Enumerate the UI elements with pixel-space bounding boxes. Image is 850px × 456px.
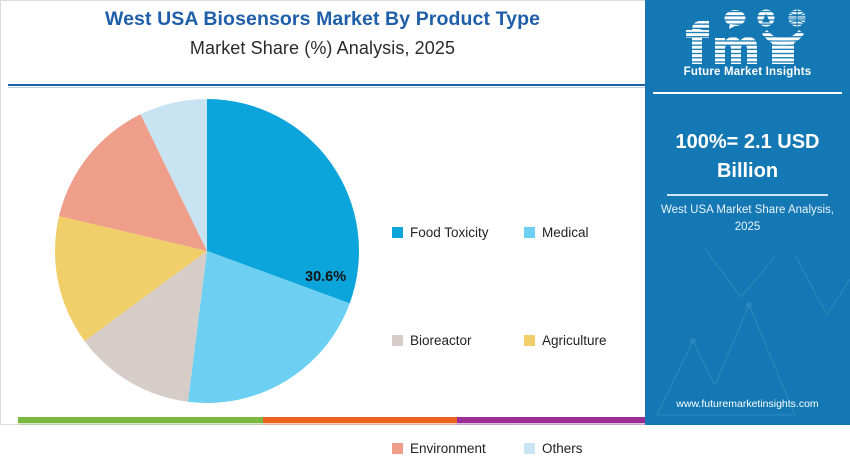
pie-slice-group [55, 99, 359, 403]
pie-slice-others[interactable] [140, 99, 207, 251]
chart-header: West USA Biosensors Market By Product Ty… [0, 0, 645, 86]
legend-label: Medical [542, 225, 589, 240]
legend-item-food-toxicity[interactable]: Food Toxicity [392, 226, 489, 240]
legend-label: Food Toxicity [410, 225, 489, 240]
fmi-logo-tagline: Future Market Insights [683, 66, 812, 78]
accent-segment-shadow-0 [18, 423, 263, 425]
pie-data-label-food-toxicity: 30.6% [305, 269, 347, 285]
legend-swatch-icon [392, 227, 403, 239]
market-value-caption: West USA Market Share Analysis, 2025 [661, 204, 834, 233]
page-subtitle: Market Share (%) Analysis, 2025 [189, 38, 456, 58]
fmi-logo-mark [686, 9, 806, 64]
pie-slice-bioreactor[interactable] [84, 251, 207, 402]
pie-chart-svg [55, 99, 359, 403]
panel-divider [653, 92, 842, 94]
legend-label: Agriculture [542, 333, 607, 348]
pie-chart: 30.6% [55, 99, 359, 403]
watermark-decoration [656, 248, 850, 416]
accent-segment-2 [456, 417, 645, 423]
legend-swatch-icon [524, 335, 535, 347]
legend-swatch-icon [392, 443, 403, 455]
legend-label: Environment [410, 441, 486, 456]
legend-item-environment[interactable]: Environment [392, 442, 486, 456]
legend-swatch-icon [524, 227, 535, 239]
accent-segment-1 [262, 417, 457, 423]
chart-legend: Food Toxicity Medical Bioreactor Agricul… [388, 88, 638, 455]
legend-item-medical[interactable]: Medical [524, 226, 589, 240]
accent-segment-0 [18, 417, 263, 423]
pie-slice-agriculture[interactable] [55, 215, 208, 342]
legend-swatch-icon [392, 335, 403, 347]
legend-label: Others [542, 441, 583, 456]
accent-segment-shadow-1 [262, 423, 457, 425]
brand-panel: Future Market Insights 100%= 2.1 USD Bil… [645, 0, 850, 425]
brand-website-url: www.futuremarketinsights.com [676, 398, 819, 410]
legend-item-agriculture[interactable]: Agriculture [524, 334, 607, 348]
pie-slice-food-toxicity[interactable] [207, 99, 359, 304]
legend-item-bioreactor[interactable]: Bioreactor [392, 334, 472, 348]
legend-swatch-icon [524, 443, 535, 455]
accent-bar-shadow [18, 423, 645, 425]
accent-segment-shadow-2 [456, 423, 645, 425]
fmi-logo: Future Market Insights [653, 6, 842, 86]
legend-label: Bioreactor [410, 333, 472, 348]
header-divider [8, 84, 645, 86]
pie-slice-environment[interactable] [59, 114, 208, 251]
page-title: West USA Biosensors Market By Product Ty… [104, 8, 541, 30]
stat-divider [667, 194, 828, 196]
market-value-stat: 100%= 2.1 USD Billion [675, 131, 820, 182]
chart-area: 30.6% Food Toxicity Medical Bioreactor A… [0, 88, 645, 455]
header-divider-shadow [8, 87, 645, 88]
pie-slice-medical[interactable] [187, 251, 350, 403]
accent-bar [18, 417, 645, 423]
logo-top-icons [724, 9, 806, 29]
legend-item-others[interactable]: Others [524, 442, 583, 456]
